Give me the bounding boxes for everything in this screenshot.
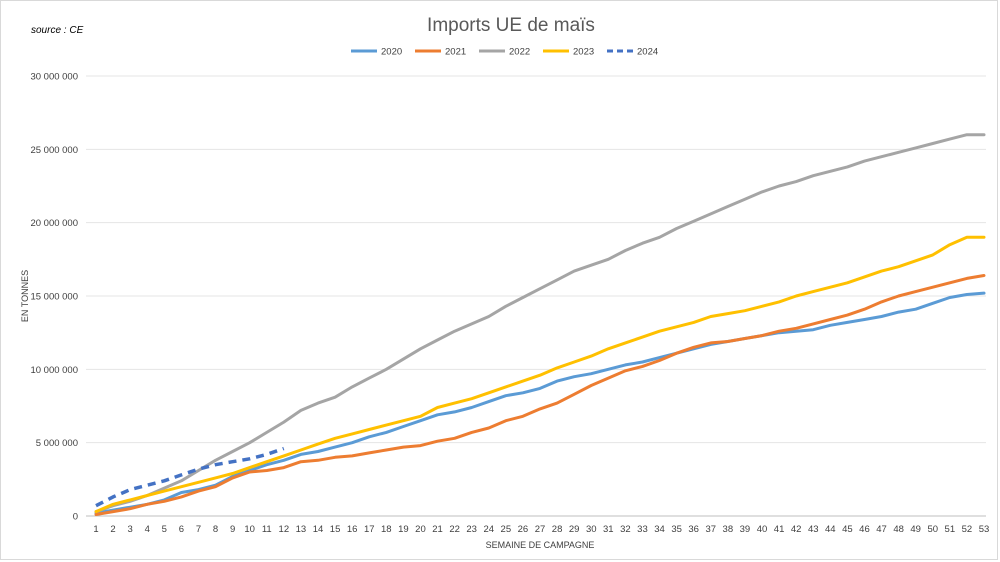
x-tick-label: 35 (671, 524, 682, 535)
x-tick-label: 49 (910, 524, 921, 535)
x-tick-label: 32 (620, 524, 631, 535)
x-tick-label: 7 (196, 524, 201, 535)
legend-label-2022: 2022 (509, 47, 530, 58)
y-axis-ticks: 0 5 000 000 10 000 000 15 000 000 20 000 000… (30, 72, 78, 523)
y-tick-label: 0 (73, 512, 78, 523)
x-tick-label: 45 (842, 524, 853, 535)
source-label: source : CE (31, 25, 84, 36)
x-tick-label: 44 (825, 524, 836, 535)
x-tick-label: 25 (501, 524, 512, 535)
y-tick-label: 15 000 000 (30, 292, 78, 303)
x-tick-label: 42 (791, 524, 802, 535)
x-tick-label: 21 (432, 524, 443, 535)
x-tick-label: 17 (364, 524, 375, 535)
x-tick-label: 3 (128, 524, 133, 535)
x-tick-label: 36 (688, 524, 699, 535)
x-tick-label: 38 (723, 524, 734, 535)
x-tick-label: 2 (110, 524, 115, 535)
x-tick-label: 31 (603, 524, 614, 535)
x-tick-label: 41 (774, 524, 785, 535)
x-tick-label: 51 (945, 524, 956, 535)
x-tick-label: 26 (518, 524, 529, 535)
x-tick-label: 40 (757, 524, 768, 535)
y-axis-title: EN TONNES (20, 270, 30, 322)
y-tick-label: 20 000 000 (30, 218, 78, 229)
legend: 2020 2021 2022 2023 2024 (351, 47, 658, 58)
x-tick-label: 48 (893, 524, 904, 535)
x-tick-label: 10 (244, 524, 255, 535)
series-layer (94, 133, 986, 516)
x-tick-label: 6 (179, 524, 184, 535)
x-tick-label: 50 (927, 524, 938, 535)
x-tick-label: 16 (347, 524, 358, 535)
series-line-2023 (94, 235, 986, 514)
x-tick-label: 52 (962, 524, 973, 535)
y-tick-label: 25 000 000 (30, 145, 78, 156)
x-tick-label: 19 (398, 524, 409, 535)
legend-label-2021: 2021 (445, 47, 466, 58)
x-tick-label: 34 (654, 524, 665, 535)
legend-label-2023: 2023 (573, 47, 594, 58)
legend-label-2020: 2020 (381, 47, 402, 58)
x-tick-label: 37 (705, 524, 716, 535)
x-tick-label: 22 (449, 524, 460, 535)
x-tick-label: 4 (145, 524, 150, 535)
x-tick-label: 39 (740, 524, 751, 535)
legend-label-2024: 2024 (637, 47, 658, 58)
x-axis-ticks: 1 2 3 4 5 6 7 8 9 10 11 12 13 14 15 16 17 18 19 20 21 22 23 24 2… (93, 524, 989, 535)
x-tick-label: 5 (162, 524, 167, 535)
chart-title: Imports UE de maïs (427, 15, 595, 36)
x-tick-label: 23 (466, 524, 477, 535)
y-tick-label: 5 000 000 (36, 438, 78, 449)
x-tick-label: 30 (586, 524, 597, 535)
x-tick-label: 27 (535, 524, 546, 535)
series-line-2022 (94, 133, 986, 514)
gridlines (86, 75, 986, 517)
x-tick-label: 33 (637, 524, 648, 535)
x-tick-label: 20 (415, 524, 426, 535)
y-tick-label: 10 000 000 (30, 365, 78, 376)
x-tick-label: 29 (569, 524, 580, 535)
x-axis-title: SEMAINE DE CAMPAGNE (486, 540, 595, 550)
x-tick-label: 43 (808, 524, 819, 535)
x-tick-label: 53 (979, 524, 990, 535)
x-tick-label: 13 (296, 524, 307, 535)
x-tick-label: 15 (330, 524, 341, 535)
x-tick-label: 1 (93, 524, 98, 535)
series-line-2021 (94, 274, 986, 516)
y-tick-label: 30 000 000 (30, 72, 78, 83)
series-line-2024 (95, 446, 285, 508)
x-tick-label: 11 (262, 524, 272, 535)
x-tick-label: 12 (279, 524, 290, 535)
x-tick-label: 47 (876, 524, 887, 535)
x-tick-label: 8 (213, 524, 218, 535)
x-tick-label: 24 (483, 524, 494, 535)
x-tick-label: 28 (552, 524, 563, 535)
x-tick-label: 46 (859, 524, 870, 535)
x-tick-label: 18 (381, 524, 392, 535)
x-tick-label: 9 (230, 524, 235, 535)
x-tick-label: 14 (313, 524, 324, 535)
